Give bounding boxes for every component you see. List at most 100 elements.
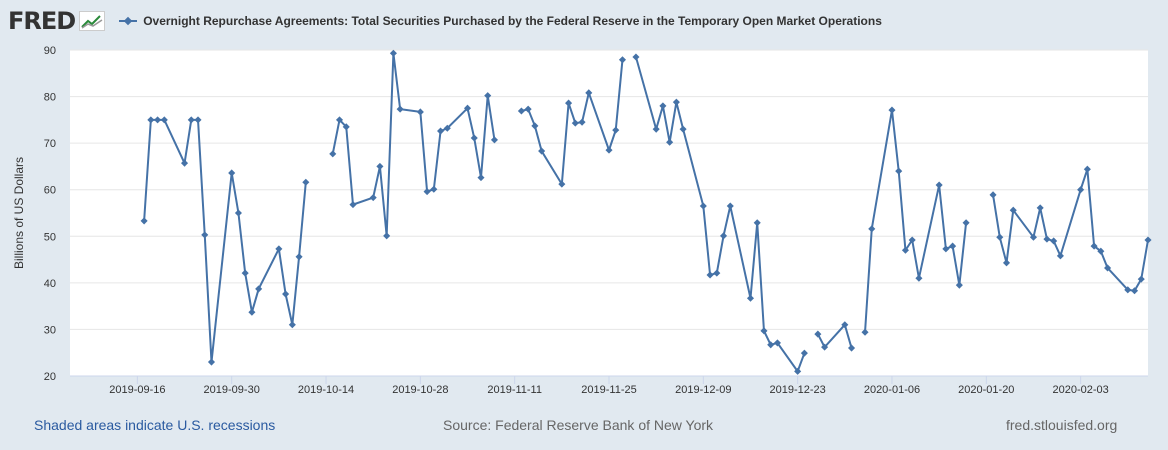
data-point xyxy=(753,219,761,227)
data-point xyxy=(672,98,680,106)
data-point xyxy=(463,104,472,112)
data-point xyxy=(821,343,829,351)
y-tick-label: 60 xyxy=(44,185,56,197)
x-tick-label: 2019-09-30 xyxy=(204,384,260,396)
data-point xyxy=(915,274,923,282)
data-point xyxy=(895,167,903,175)
chart-header: FRED Overnight Repurchase Agreements: To… xyxy=(8,6,882,36)
data-point xyxy=(848,344,856,352)
data-point xyxy=(383,232,391,240)
data-point xyxy=(416,108,424,116)
data-point xyxy=(659,102,667,110)
data-point xyxy=(329,150,337,158)
data-point xyxy=(160,116,168,124)
x-tick-label: 2019-10-28 xyxy=(392,384,448,396)
data-point xyxy=(349,201,357,209)
data-point xyxy=(228,169,236,177)
recessions-note-link[interactable]: Shaded areas indicate U.S. recessions xyxy=(34,417,276,433)
data-point xyxy=(531,122,539,130)
data-point xyxy=(194,116,202,124)
legend[interactable]: Overnight Repurchase Agreements: Total S… xyxy=(119,14,882,28)
data-point xyxy=(201,231,209,239)
x-tick-label: 2019-10-14 xyxy=(298,384,354,396)
data-point xyxy=(618,56,627,64)
data-point xyxy=(490,136,498,144)
site-link[interactable]: fred.stlouisfed.org xyxy=(1006,417,1118,433)
data-point xyxy=(726,202,734,210)
data-point xyxy=(538,147,546,155)
data-point xyxy=(342,123,350,131)
y-tick-label: 80 xyxy=(44,92,56,104)
y-tick-label: 30 xyxy=(44,324,56,336)
x-tick-label: 2019-12-23 xyxy=(770,384,826,396)
x-tick-label: 2019-09-16 xyxy=(109,384,165,396)
fred-logo[interactable]: FRED xyxy=(8,7,76,35)
series-line-segment xyxy=(864,109,968,333)
data-point xyxy=(376,162,384,170)
data-point xyxy=(767,341,775,349)
x-tick-label: 2019-11-11 xyxy=(487,384,542,396)
series-line-segment xyxy=(521,59,624,188)
data-point xyxy=(699,202,707,210)
data-point xyxy=(1009,206,1017,214)
data-point xyxy=(389,49,397,57)
data-point xyxy=(955,281,963,289)
y-tick-label: 40 xyxy=(44,278,56,290)
data-point xyxy=(800,349,808,357)
data-point xyxy=(430,185,438,193)
data-point xyxy=(443,124,451,132)
data-point xyxy=(302,178,310,186)
data-point xyxy=(369,194,377,202)
y-tick-label: 20 xyxy=(44,371,56,383)
data-point xyxy=(396,105,404,113)
data-point xyxy=(962,219,970,227)
data-point xyxy=(794,367,802,375)
data-point xyxy=(989,191,997,199)
data-point xyxy=(1002,259,1011,267)
legend-line-icon xyxy=(119,16,138,26)
data-point xyxy=(147,116,155,124)
data-point xyxy=(888,106,896,114)
data-point xyxy=(861,328,869,336)
data-point xyxy=(773,339,781,347)
y-tick-label: 90 xyxy=(44,45,56,57)
data-point xyxy=(706,271,714,279)
data-point xyxy=(612,126,620,134)
data-point xyxy=(140,217,148,225)
data-point xyxy=(585,89,593,97)
source-text: Source: Federal Reserve Bank of New York xyxy=(443,417,714,433)
data-point xyxy=(571,119,579,127)
data-point xyxy=(288,321,296,329)
x-tick-label: 2020-02-03 xyxy=(1052,384,1108,396)
data-point xyxy=(666,138,674,146)
data-point xyxy=(713,269,721,277)
data-point xyxy=(652,125,660,133)
data-point xyxy=(565,99,573,107)
data-point xyxy=(524,105,532,113)
data-point xyxy=(295,253,303,261)
data-point xyxy=(207,358,216,366)
data-point xyxy=(841,321,849,329)
x-tick-label: 2020-01-06 xyxy=(864,384,920,396)
data-point xyxy=(679,125,687,133)
data-point xyxy=(868,225,876,233)
data-point xyxy=(255,285,263,293)
plot-area xyxy=(70,50,1148,376)
series-line-segment xyxy=(816,322,853,349)
data-point xyxy=(154,116,162,124)
x-tick-label: 2020-01-20 xyxy=(958,384,1014,396)
data-point xyxy=(187,116,195,124)
data-point xyxy=(181,159,189,167)
fred-logo-graph-icon xyxy=(79,11,106,31)
data-point xyxy=(282,290,290,298)
data-point xyxy=(275,245,283,253)
data-point xyxy=(477,174,485,182)
data-point xyxy=(470,134,478,142)
data-point xyxy=(578,118,586,126)
y-tick-label: 70 xyxy=(44,138,56,150)
y-axis-label: Billions of US Dollars xyxy=(12,157,26,269)
data-point xyxy=(605,146,613,154)
data-point xyxy=(901,246,909,254)
data-point xyxy=(632,53,640,61)
